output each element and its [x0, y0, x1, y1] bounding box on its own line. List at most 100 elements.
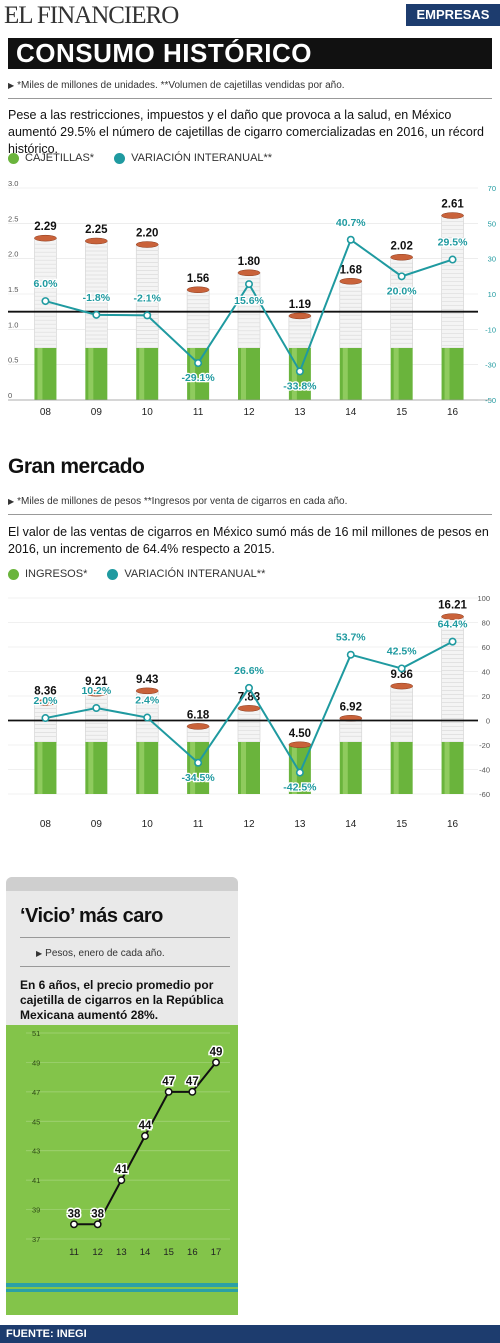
y2-tick-label: 60: [482, 643, 490, 652]
ember: [34, 234, 57, 242]
legend-bar-label: CAJETILLAS*: [25, 152, 95, 164]
line-value-label: 49: [210, 1046, 223, 1058]
legend-line-label: VARIACIÓN INTERANUAL**: [131, 152, 273, 164]
cigarette-bar: [339, 278, 363, 400]
cigarette-bar: [85, 689, 108, 794]
y2-tick-label: -40: [479, 766, 490, 775]
filter-shine: [393, 348, 399, 400]
teal-dot-icon: [107, 568, 119, 580]
line-value-label: -2.1%: [134, 292, 162, 304]
line-value-label: -29.1%: [181, 372, 215, 384]
bar-value-label: 1.56: [187, 273, 209, 285]
chart1: 0 0.5 1.0 1.5 2.0 2.5 3.0 -50 -30 -10 10 30 50 70 2.29…: [8, 179, 496, 418]
ember: [34, 699, 57, 706]
chart2-intro: El valor de las ventas de cigarros en Mé…: [8, 525, 489, 556]
x-tick-label: 10: [142, 819, 154, 830]
ember: [237, 705, 261, 712]
cigarette-bar: [34, 699, 57, 794]
ember: [237, 269, 261, 277]
line-point: [143, 311, 152, 320]
cigarette-bar: [237, 269, 261, 400]
triangle-icon: ▶: [8, 497, 15, 506]
line-point: [245, 683, 254, 692]
bar-value-label: 2.25: [85, 224, 108, 236]
line-point: [245, 280, 254, 289]
line-point: [92, 310, 101, 319]
ember: [85, 689, 108, 697]
chart2-legend: INGRESOS* VARIACIÓN INTERANUAL**: [8, 568, 265, 580]
teal-stripe: [6, 1283, 238, 1287]
paper: [237, 708, 261, 743]
x-tick-label: 09: [91, 407, 103, 418]
line-value-label: 44: [139, 1120, 152, 1132]
filter-shine: [291, 348, 297, 400]
cigarette-bar: [441, 212, 464, 400]
cigarette-bar: [339, 715, 363, 794]
divider: [8, 514, 492, 515]
chart2: -60 -40 -20 0 20 40 60 80 100 8.36 9.21 9.43 6.18 7.8…: [8, 594, 490, 830]
line-value-label: -33.8%: [283, 380, 317, 392]
line-value-label: 2.0%: [33, 695, 58, 707]
x-tick-label: 17: [211, 1247, 222, 1258]
chart1-note-text: *Miles de millones de unidades. **Volume…: [17, 80, 345, 91]
line-point: [70, 1220, 78, 1229]
line-point: [448, 255, 457, 264]
filter-shine: [444, 742, 450, 794]
line-value-label: 42.5%: [387, 645, 417, 657]
x-tick-label: 08: [40, 819, 52, 830]
ember: [135, 687, 159, 695]
line-point: [212, 1058, 220, 1067]
x-tick-label: 16: [447, 819, 459, 830]
teal-dot-icon: [114, 152, 126, 164]
x-tick-label: 15: [396, 407, 408, 418]
chart3-intro: En 6 años, el precio promedio por cajeti…: [20, 978, 224, 1022]
filter-shine: [139, 348, 145, 400]
x-tick-label: 16: [447, 407, 459, 418]
green-dot-icon: [8, 568, 19, 580]
line-value-label: 10.2%: [81, 685, 111, 697]
chart1-note: ▶ *Miles de millones de unidades. **Volum…: [8, 80, 488, 91]
filter-shine: [444, 348, 450, 400]
filter-shine: [342, 348, 348, 400]
x-tick-label: 13: [116, 1247, 127, 1258]
cigarette-bar: [135, 241, 159, 400]
line-value-label: 53.7%: [336, 632, 366, 644]
paper: [288, 315, 312, 349]
y2-tick-label: 40: [482, 668, 490, 677]
bar-value-label: 2.02: [390, 240, 412, 252]
filter-shine: [342, 742, 348, 794]
y-tick-label: 3.0: [8, 179, 18, 188]
line-value-label: 38: [68, 1208, 81, 1220]
line-value-label: 47: [162, 1076, 175, 1088]
chart3-note-text: Pesos, enero de cada año.: [45, 948, 165, 959]
ember: [441, 613, 464, 620]
ember: [135, 241, 159, 248]
y-tick-label: 51: [32, 1029, 40, 1038]
line-point: [397, 664, 406, 673]
y2-tick-label: 30: [488, 255, 496, 264]
line-point: [141, 1132, 149, 1140]
chart3-title: ‘Vicio’ más caro: [20, 905, 163, 927]
panel-tab: [6, 877, 238, 891]
line-point: [93, 1220, 102, 1229]
y2-tick-label: 70: [488, 184, 496, 193]
line-value-label: 41: [115, 1164, 128, 1176]
y-tick-label: 39: [32, 1206, 40, 1215]
bar-value-label: 9.21: [85, 676, 108, 688]
y2-tick-label: -50: [485, 396, 496, 405]
chart3-note: ▶ Pesos, enero de cada año.: [36, 948, 226, 959]
cigarette-bar: [237, 705, 261, 794]
line-value-label: 20.0%: [387, 285, 417, 297]
ember: [186, 286, 210, 294]
paper: [339, 717, 363, 743]
y2-tick-label: -10: [485, 325, 496, 334]
line-point: [346, 650, 355, 659]
green-dot-icon: [8, 152, 19, 164]
chart3: 37 39 41 43 45 47 49 51 38 38 41 44 47 47 49 11 12 13 14 15…: [6, 1025, 238, 1315]
bar-value-label: 2.29: [34, 221, 56, 233]
chart2-note-text: *Miles de millones de pesos **Ingresos p…: [17, 496, 348, 507]
paper: [186, 289, 210, 349]
x-tick-label: 11: [69, 1247, 79, 1258]
cigarette-bar: [390, 682, 413, 794]
x-tick-label: 13: [294, 819, 306, 830]
